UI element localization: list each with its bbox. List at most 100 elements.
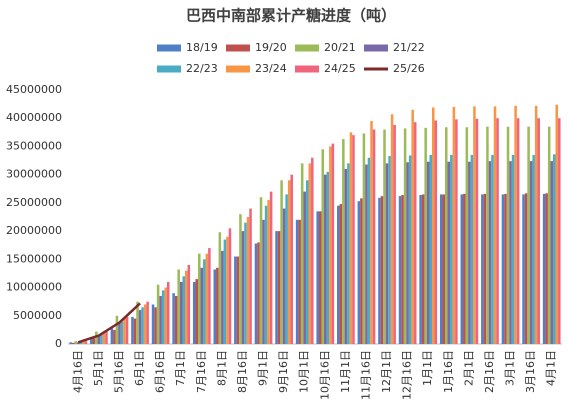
bar [239, 214, 242, 344]
bar [401, 194, 404, 344]
bar [347, 163, 350, 344]
y-tick-label: 25000000 [6, 196, 62, 209]
bar [393, 124, 396, 345]
bar [509, 161, 512, 344]
bar [136, 301, 139, 344]
x-tick-label: 8月16日 [236, 350, 249, 393]
bar [82, 341, 85, 344]
bar [102, 332, 106, 344]
legend-swatch [295, 65, 319, 73]
bar [408, 155, 412, 344]
bar [357, 201, 361, 344]
bar [321, 149, 325, 344]
y-tick-label: 10000000 [6, 281, 62, 294]
bar [267, 200, 270, 344]
bar [360, 198, 363, 344]
bar [151, 304, 155, 344]
bar [352, 135, 355, 344]
bar [303, 191, 306, 344]
x-tick-label: 5月16日 [112, 350, 125, 393]
bar [125, 316, 129, 344]
bar [105, 331, 108, 344]
bar [156, 284, 160, 344]
bar [216, 267, 219, 344]
bar [298, 219, 301, 344]
bar [311, 157, 314, 344]
chart-title: 巴西中南部累计产糖进度（吨） [186, 7, 396, 25]
x-tick-label: 8月1日 [215, 350, 228, 386]
bar [324, 174, 327, 344]
bar [115, 315, 119, 344]
bar [280, 180, 283, 344]
bar [362, 133, 366, 344]
bar [249, 208, 252, 344]
bar [197, 253, 201, 344]
bar [447, 161, 451, 344]
bar [300, 163, 304, 344]
bar [337, 205, 340, 344]
bar [504, 193, 507, 344]
bar [236, 256, 240, 344]
bar [141, 307, 144, 344]
bar [555, 104, 559, 344]
bar [552, 154, 556, 344]
bar [460, 194, 464, 344]
bar [522, 194, 525, 344]
y-tick-label: 5000000 [13, 309, 62, 322]
bar [372, 129, 376, 344]
y-tick-label: 0 [55, 337, 62, 350]
y-tick-label: 35000000 [6, 139, 62, 152]
bar [92, 338, 96, 344]
x-tick-label: 3月1日 [504, 350, 517, 386]
legend-swatch [295, 44, 319, 52]
legend-swatch [157, 44, 181, 52]
bar [131, 316, 134, 344]
bar [143, 304, 147, 344]
bar [221, 250, 224, 344]
bar [234, 256, 237, 344]
bar [287, 180, 291, 344]
bar [90, 337, 93, 344]
bar [318, 211, 322, 344]
bar [419, 194, 422, 344]
bar [434, 120, 438, 344]
bar [442, 194, 445, 344]
bar [367, 157, 371, 344]
bar [192, 281, 196, 344]
bar [365, 164, 368, 344]
x-tick-label: 7月1日 [174, 350, 187, 386]
legend-label: 22/23 [186, 62, 218, 75]
bar [166, 281, 170, 344]
bar [558, 118, 561, 344]
bar [496, 118, 499, 344]
bar [532, 154, 535, 344]
bar [524, 193, 528, 344]
bar [342, 139, 345, 344]
bar [100, 333, 103, 344]
bar [264, 205, 268, 344]
bar [378, 197, 381, 344]
x-tick-label: 6月16日 [154, 350, 167, 393]
legend-label: 21/22 [393, 41, 425, 54]
bar [527, 126, 530, 344]
bar [411, 109, 414, 344]
bar [154, 307, 157, 344]
x-tick-label: 5月1日 [92, 350, 105, 386]
bar [174, 296, 178, 344]
bar [329, 146, 332, 344]
bar [113, 329, 116, 344]
bar [118, 322, 121, 344]
legend-label: 18/19 [186, 41, 218, 54]
y-tick-label: 20000000 [6, 224, 62, 237]
legend-label: 25/26 [393, 62, 425, 75]
bar [285, 194, 288, 344]
bar [331, 143, 335, 344]
bar [84, 341, 88, 344]
bar [290, 174, 293, 344]
x-tick-label: 7月16日 [195, 350, 208, 393]
legend-label: 20/21 [324, 41, 356, 54]
y-tick-label: 40000000 [6, 111, 62, 124]
bar [200, 267, 204, 344]
bar [429, 154, 433, 344]
